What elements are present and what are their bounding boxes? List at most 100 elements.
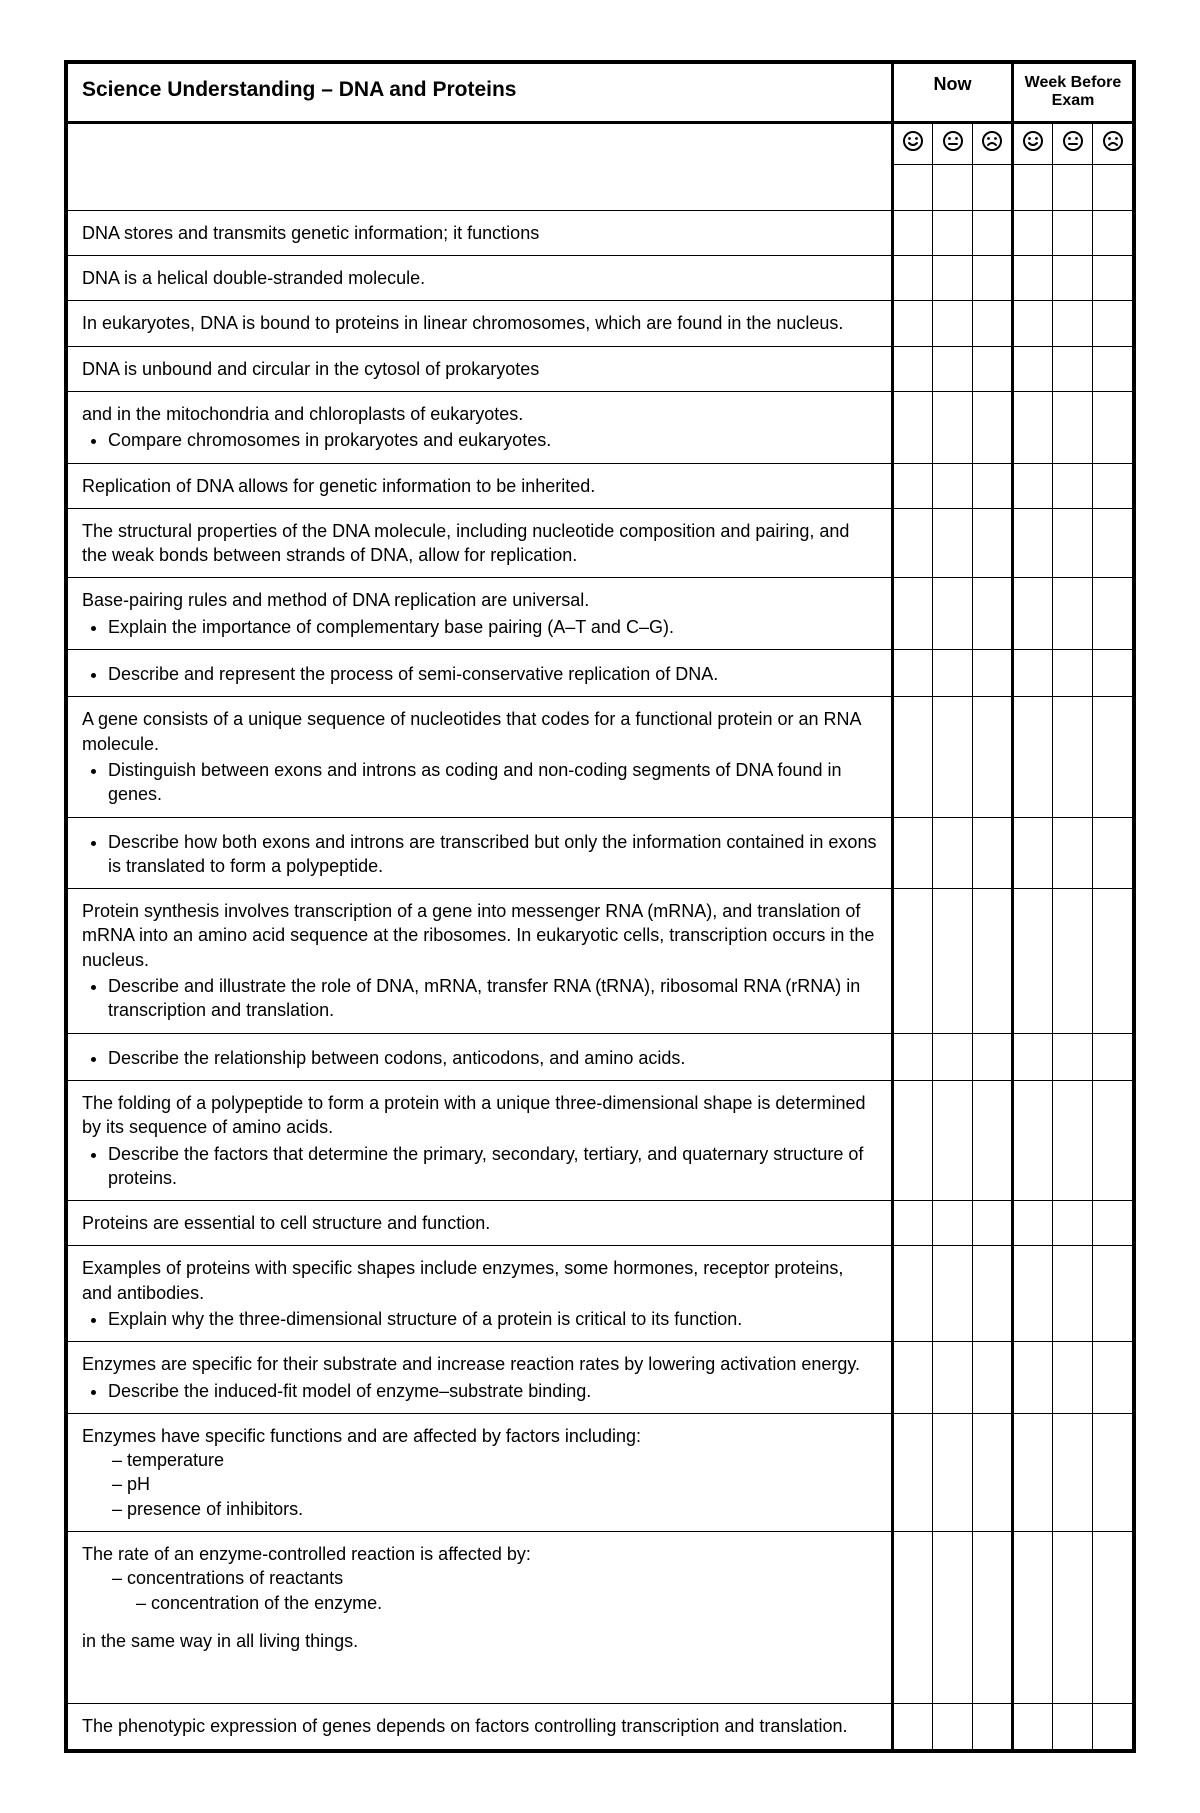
- now-neutral-cell[interactable]: [933, 1532, 973, 1704]
- week-before-neutral-cell[interactable]: [1053, 578, 1093, 650]
- now-neutral-cell[interactable]: [933, 1201, 973, 1246]
- now-sad-cell[interactable]: [973, 1532, 1013, 1704]
- week-before-neutral-cell[interactable]: [1053, 1246, 1093, 1342]
- now-sad-cell[interactable]: [973, 463, 1013, 508]
- now-sad-cell[interactable]: [973, 210, 1013, 255]
- now-sad-cell[interactable]: [973, 346, 1013, 391]
- now-happy-cell[interactable]: [893, 1201, 933, 1246]
- week-before-happy-cell[interactable]: [1013, 650, 1053, 697]
- week-before-neutral-cell[interactable]: [1053, 1342, 1093, 1414]
- week-before-neutral-cell[interactable]: [1053, 463, 1093, 508]
- week-before-sad-cell[interactable]: [1093, 391, 1133, 463]
- week-before-sad-cell[interactable]: [1093, 650, 1133, 697]
- now-sad-cell[interactable]: [973, 1201, 1013, 1246]
- now-happy-cell[interactable]: [893, 301, 933, 346]
- now-happy-cell[interactable]: [893, 346, 933, 391]
- now-neutral-cell[interactable]: [933, 1246, 973, 1342]
- now-happy-cell[interactable]: [893, 1080, 933, 1200]
- week-before-neutral-cell[interactable]: [1053, 256, 1093, 301]
- week-before-neutral-cell[interactable]: [1053, 508, 1093, 578]
- now-happy-cell[interactable]: [893, 508, 933, 578]
- now-neutral-cell[interactable]: [933, 463, 973, 508]
- now-sad-cell[interactable]: [973, 301, 1013, 346]
- week-before-happy-cell[interactable]: [1013, 889, 1053, 1033]
- now-neutral-cell[interactable]: [933, 301, 973, 346]
- week-before-happy-cell[interactable]: [1013, 508, 1053, 578]
- now-happy-cell[interactable]: [893, 1704, 933, 1749]
- week-before-sad-cell[interactable]: [1093, 1704, 1133, 1749]
- week-before-neutral-cell[interactable]: [1053, 1532, 1093, 1704]
- now-neutral-cell[interactable]: [933, 578, 973, 650]
- week-before-neutral-cell[interactable]: [1053, 301, 1093, 346]
- week-before-neutral-cell[interactable]: [1053, 817, 1093, 889]
- now-sad-cell[interactable]: [973, 1342, 1013, 1414]
- week-before-neutral-cell[interactable]: [1053, 1704, 1093, 1749]
- now-neutral-cell[interactable]: [933, 1413, 973, 1531]
- now-sad-cell[interactable]: [973, 1080, 1013, 1200]
- week-before-happy-cell[interactable]: [1013, 1532, 1053, 1704]
- week-before-neutral-cell[interactable]: [1053, 1201, 1093, 1246]
- week-before-neutral-cell[interactable]: [1053, 889, 1093, 1033]
- now-happy-cell[interactable]: [893, 463, 933, 508]
- week-before-happy-cell[interactable]: [1013, 1080, 1053, 1200]
- week-before-neutral-cell[interactable]: [1053, 650, 1093, 697]
- now-happy-cell[interactable]: [893, 578, 933, 650]
- week-before-sad-cell[interactable]: [1093, 1246, 1133, 1342]
- now-happy-cell[interactable]: [893, 210, 933, 255]
- week-before-neutral-cell[interactable]: [1053, 1033, 1093, 1080]
- now-neutral-cell[interactable]: [933, 508, 973, 578]
- week-before-neutral-cell[interactable]: [1053, 1413, 1093, 1531]
- now-neutral-cell[interactable]: [933, 697, 973, 817]
- week-before-sad-cell[interactable]: [1093, 301, 1133, 346]
- week-before-sad-cell[interactable]: [1093, 1033, 1133, 1080]
- week-before-sad-cell[interactable]: [1093, 346, 1133, 391]
- now-sad-cell[interactable]: [973, 697, 1013, 817]
- week-before-sad-cell[interactable]: [1093, 1413, 1133, 1531]
- now-happy-cell[interactable]: [893, 697, 933, 817]
- week-before-sad-cell[interactable]: [1093, 817, 1133, 889]
- now-happy-cell[interactable]: [893, 1033, 933, 1080]
- now-sad-cell[interactable]: [973, 508, 1013, 578]
- week-before-neutral-cell[interactable]: [1053, 391, 1093, 463]
- week-before-neutral-cell[interactable]: [1053, 210, 1093, 255]
- week-before-happy-cell[interactable]: [1013, 1033, 1053, 1080]
- now-happy-cell[interactable]: [893, 1342, 933, 1414]
- now-neutral-cell[interactable]: [933, 1704, 973, 1749]
- now-happy-cell[interactable]: [893, 391, 933, 463]
- week-before-happy-cell[interactable]: [1013, 1201, 1053, 1246]
- week-before-sad-cell[interactable]: [1093, 1342, 1133, 1414]
- now-neutral-cell[interactable]: [933, 889, 973, 1033]
- now-sad-cell[interactable]: [973, 1704, 1013, 1749]
- week-before-happy-cell[interactable]: [1013, 463, 1053, 508]
- week-before-happy-cell[interactable]: [1013, 210, 1053, 255]
- week-before-happy-cell[interactable]: [1013, 301, 1053, 346]
- now-happy-cell[interactable]: [893, 889, 933, 1033]
- week-before-sad-cell[interactable]: [1093, 463, 1133, 508]
- now-sad-cell[interactable]: [973, 1246, 1013, 1342]
- week-before-sad-cell[interactable]: [1093, 889, 1133, 1033]
- now-happy-cell[interactable]: [893, 256, 933, 301]
- now-happy-cell[interactable]: [893, 1413, 933, 1531]
- now-happy-cell[interactable]: [893, 1532, 933, 1704]
- now-neutral-cell[interactable]: [933, 210, 973, 255]
- now-sad-cell[interactable]: [973, 578, 1013, 650]
- now-neutral-cell[interactable]: [933, 256, 973, 301]
- now-happy-cell[interactable]: [893, 650, 933, 697]
- now-neutral-cell[interactable]: [933, 346, 973, 391]
- week-before-sad-cell[interactable]: [1093, 697, 1133, 817]
- now-neutral-cell[interactable]: [933, 817, 973, 889]
- now-happy-cell[interactable]: [893, 817, 933, 889]
- now-sad-cell[interactable]: [973, 1033, 1013, 1080]
- now-sad-cell[interactable]: [973, 1413, 1013, 1531]
- week-before-happy-cell[interactable]: [1013, 1413, 1053, 1531]
- week-before-happy-cell[interactable]: [1013, 256, 1053, 301]
- week-before-sad-cell[interactable]: [1093, 508, 1133, 578]
- week-before-happy-cell[interactable]: [1013, 817, 1053, 889]
- now-neutral-cell[interactable]: [933, 391, 973, 463]
- week-before-happy-cell[interactable]: [1013, 697, 1053, 817]
- week-before-sad-cell[interactable]: [1093, 1201, 1133, 1246]
- now-sad-cell[interactable]: [973, 650, 1013, 697]
- now-sad-cell[interactable]: [973, 889, 1013, 1033]
- week-before-sad-cell[interactable]: [1093, 1532, 1133, 1704]
- week-before-sad-cell[interactable]: [1093, 256, 1133, 301]
